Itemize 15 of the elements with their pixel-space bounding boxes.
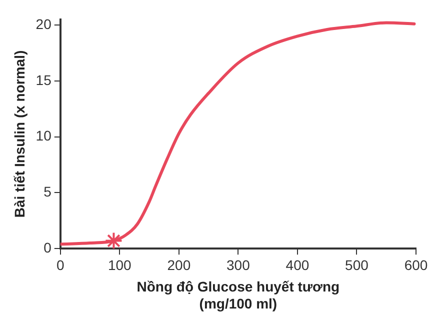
x-axis-title: Nồng độ Glucose huyết tương (mg/100 ml) [136,278,340,312]
y-tick-label: 20 [36,16,52,32]
line-series [60,21,416,246]
x-tick-label: 300 [226,256,250,273]
x-tick-label: 100 [108,256,132,273]
y-tick-label: 10 [36,128,52,144]
y-axis-title: Bài tiết Insulin (x normal) [11,50,28,218]
y-tick-label: 15 [36,72,52,88]
x-tick-label: 500 [345,256,369,273]
y-tick-label: 5 [44,184,52,200]
x-tick-label: 400 [286,256,310,273]
y-tick-label: 0 [44,239,52,256]
x-tick-label: 200 [167,256,191,273]
x-tick-label: 600 [404,256,428,273]
x-tick-label: 0 [56,256,64,273]
